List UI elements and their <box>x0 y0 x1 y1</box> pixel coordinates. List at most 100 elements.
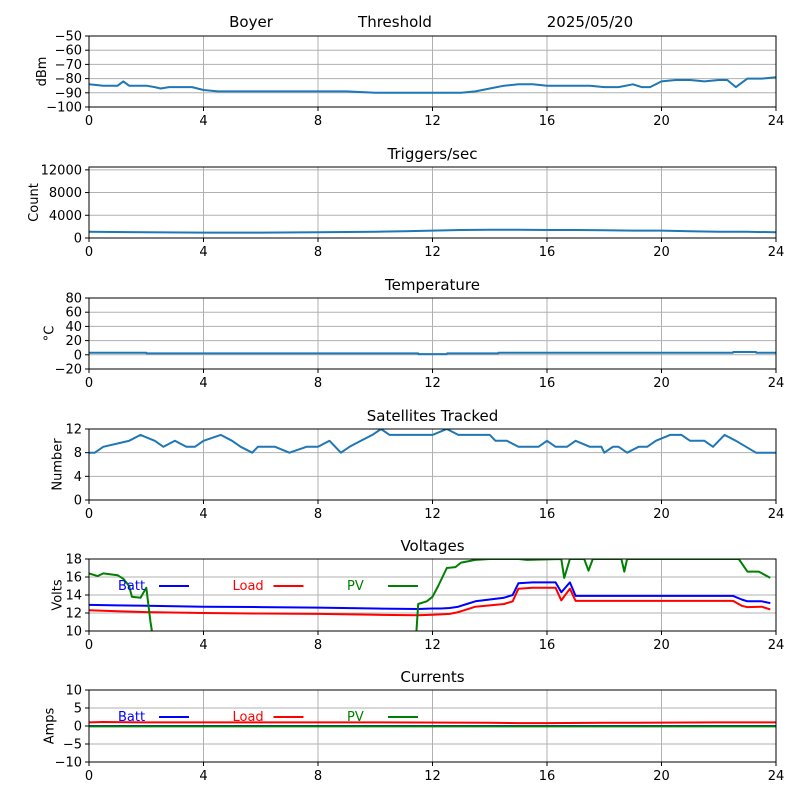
y-tick-label: 10 <box>65 684 82 699</box>
y-tick-label: 0 <box>74 232 82 247</box>
y-tick-label: 80 <box>65 292 82 307</box>
temperature-title: Temperature <box>384 276 480 294</box>
currents-series-load <box>89 721 776 725</box>
y-tick-label: 5 <box>74 702 82 717</box>
y-tick-label: −90 <box>55 86 82 101</box>
x-tick-label: 8 <box>314 507 322 522</box>
x-tick-label: 16 <box>539 114 556 129</box>
y-tick-label: 12000 <box>41 163 82 178</box>
satellites-series-0 <box>89 429 776 454</box>
legend-label-pv: PV <box>347 710 364 725</box>
threshold-chart: 0 4 8 12 16 20 24 −100−90−80−70−60−50 dBm <box>35 30 784 130</box>
x-tick-label: 20 <box>653 245 670 260</box>
x-tick-label: 24 <box>768 769 785 784</box>
x-tick-label: 4 <box>199 376 207 391</box>
x-tick-label: 20 <box>653 507 670 522</box>
x-tick-label: 4 <box>199 114 207 129</box>
x-tick-label: 16 <box>539 507 556 522</box>
legend-label-batt: Batt <box>118 579 145 594</box>
x-tick-label: 8 <box>314 769 322 784</box>
x-tick-label: 0 <box>85 769 93 784</box>
x-tick-label: 12 <box>424 114 441 129</box>
voltages-ylabel: Volts <box>50 579 65 611</box>
threshold-series-0 <box>89 76 776 94</box>
satellites-title: Satellites Tracked <box>367 407 498 425</box>
y-tick-label: 14 <box>65 589 82 604</box>
legend-label-load: Load <box>233 579 264 594</box>
y-tick-label: 8 <box>74 446 82 461</box>
y-tick-label: 4 <box>74 470 82 485</box>
x-tick-label: 0 <box>85 507 93 522</box>
x-tick-label: 24 <box>768 507 785 522</box>
threshold-ylabel: dBm <box>35 57 50 87</box>
x-tick-label: 16 <box>539 638 556 653</box>
currents-chart: 0 4 8 12 16 20 24 −10 −5 0 5 10 Currents Amps Batt Load… <box>43 668 785 784</box>
x-tick-label: 12 <box>424 769 441 784</box>
y-tick-label: −50 <box>55 30 82 45</box>
x-tick-label: 8 <box>314 638 322 653</box>
y-tick-label: 0 <box>74 494 82 509</box>
x-tick-label: 12 <box>424 638 441 653</box>
x-tick-label: 4 <box>199 245 207 260</box>
legend-label-batt: Batt <box>118 710 145 725</box>
voltages-chart: 0 4 8 12 16 20 24 10 12 14 16 18 Voltages Volts Batt Lo… <box>50 537 784 653</box>
triggers-series-0 <box>89 228 776 234</box>
y-tick-label: 60 <box>65 306 82 321</box>
y-tick-label: 12 <box>65 607 82 622</box>
y-tick-label: 20 <box>65 334 82 349</box>
currents-title: Currents <box>400 668 464 686</box>
y-tick-label: 16 <box>65 571 82 586</box>
x-tick-label: 4 <box>199 769 207 784</box>
x-tick-label: 4 <box>199 638 207 653</box>
voltages-series-load <box>89 586 771 617</box>
y-tick-label: −10 <box>55 756 82 771</box>
x-tick-label: 16 <box>539 769 556 784</box>
x-tick-label: 20 <box>653 638 670 653</box>
triggers-chart: 0 4 8 12 16 20 24 0 4000 8000 12000 Triggers/sec Cou… <box>27 145 784 260</box>
x-tick-label: 0 <box>85 638 93 653</box>
y-tick-label: 10 <box>65 625 82 640</box>
voltages-legend: Batt Load PV <box>118 579 418 594</box>
x-tick-label: 24 <box>768 638 785 653</box>
x-tick-label: 20 <box>653 769 670 784</box>
y-tick-label: 4000 <box>49 209 82 224</box>
x-tick-label: 4 <box>199 507 207 522</box>
triggers-title: Triggers/sec <box>387 145 478 163</box>
x-tick-label: 24 <box>768 114 785 129</box>
y-tick-label: 18 <box>65 553 82 568</box>
station-title: Boyer <box>229 13 274 31</box>
voltages-series-pv <box>89 559 771 631</box>
x-tick-label: 24 <box>768 376 785 391</box>
y-tick-label: −5 <box>63 738 82 753</box>
x-tick-label: 20 <box>653 114 670 129</box>
temperature-series-0 <box>89 351 776 356</box>
x-tick-label: 0 <box>85 114 93 129</box>
legend-label-load: Load <box>233 710 264 725</box>
legend-label-pv: PV <box>347 579 364 594</box>
date-title: 2025/05/20 <box>547 13 633 31</box>
y-tick-label: −80 <box>55 72 82 87</box>
y-tick-label: −60 <box>55 44 82 59</box>
x-tick-label: 12 <box>424 376 441 391</box>
y-tick-label: −70 <box>55 58 82 73</box>
y-tick-label: 0 <box>74 348 82 363</box>
x-tick-label: 16 <box>539 245 556 260</box>
y-tick-label: −100 <box>46 101 82 116</box>
voltages-title: Voltages <box>400 537 464 555</box>
currents-legend: Batt Load PV <box>118 710 418 725</box>
satellites-chart: 0 4 8 12 16 20 24 0 4 8 12 Satellites Tracked Number <box>50 407 784 522</box>
x-tick-label: 8 <box>314 245 322 260</box>
x-tick-label: 16 <box>539 376 556 391</box>
satellites-ylabel: Number <box>50 438 65 491</box>
x-tick-label: 8 <box>314 376 322 391</box>
x-tick-label: 12 <box>424 507 441 522</box>
x-tick-label: 0 <box>85 376 93 391</box>
x-tick-label: 12 <box>424 245 441 260</box>
x-tick-label: 20 <box>653 376 670 391</box>
currents-ylabel: Amps <box>43 707 58 744</box>
y-tick-label: 8000 <box>49 186 82 201</box>
y-tick-label: 12 <box>65 423 82 438</box>
temperature-ylabel: °C <box>43 326 58 342</box>
